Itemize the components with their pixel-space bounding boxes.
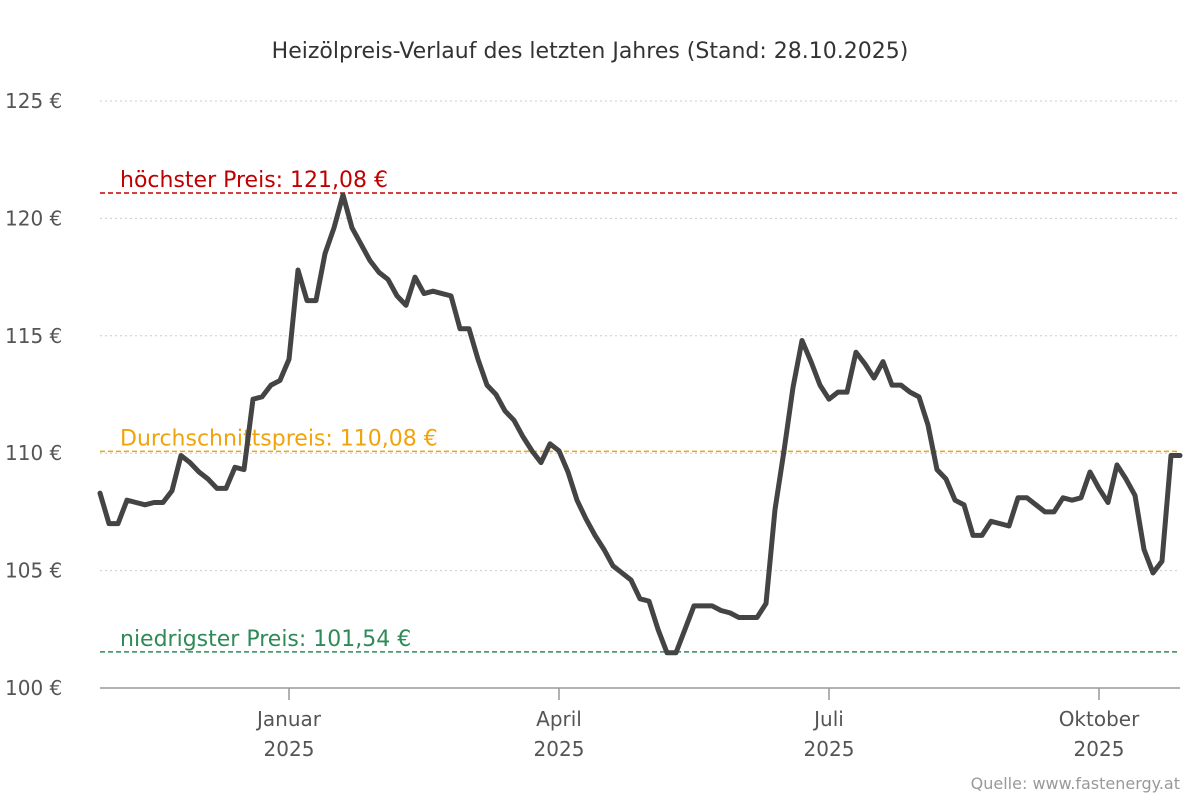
reference-label: niedrigster Preis: 101,54 € <box>120 627 411 652</box>
y-tick-label: 110 € <box>5 441 62 465</box>
y-tick-label: 105 € <box>5 559 62 583</box>
y-tick-label: 120 € <box>5 206 62 230</box>
reference-label: Durchschnittspreis: 110,08 € <box>120 426 438 451</box>
chart-title: Heizölpreis-Verlauf des letzten Jahres (… <box>272 39 909 64</box>
y-tick-label: 115 € <box>5 324 62 348</box>
x-tick-label: Januar 2025 <box>255 707 322 761</box>
x-tick-label: Oktober 2025 <box>1059 707 1140 761</box>
source: Quelle: www.fastenergy.at <box>971 774 1180 793</box>
x-tick-label: Juli 2025 <box>804 707 855 761</box>
reference-label: höchster Preis: 121,08 € <box>120 168 388 193</box>
y-tick-label: 100 € <box>5 676 62 700</box>
x-tick-label: April 2025 <box>534 707 585 761</box>
price-line <box>97 192 1183 656</box>
y-tick-label: 125 € <box>5 89 62 113</box>
